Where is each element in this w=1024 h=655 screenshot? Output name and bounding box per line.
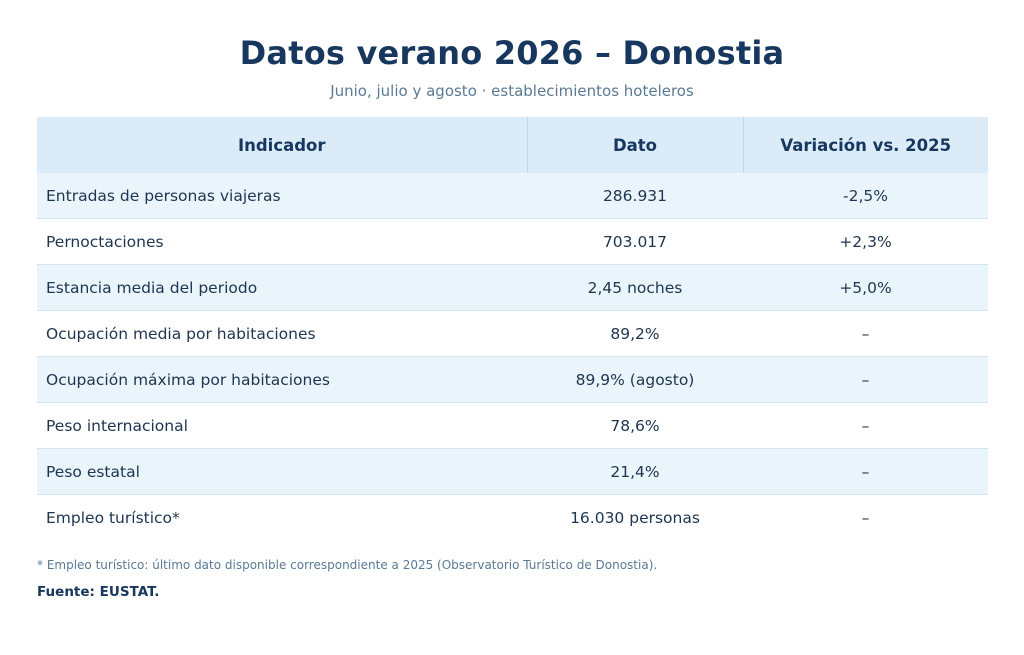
indicator-cell: Estancia media del periodo	[37, 264, 527, 311]
variation-cell: –	[743, 448, 988, 495]
indicator-cell: Peso estatal	[37, 448, 527, 495]
variation-cell: +5,0%	[743, 264, 988, 311]
page-subtitle: Junio, julio y agosto · establecimientos…	[330, 82, 694, 100]
table-row: Ocupación máxima por habitaciones 89,9% …	[37, 356, 988, 403]
indicator-cell: Peso internacional	[37, 402, 527, 449]
table-row: Empleo turístico* 16.030 personas –	[37, 494, 988, 540]
table-row: Entradas de personas viajeras 286.931 -2…	[37, 173, 988, 219]
indicator-cell: Entradas de personas viajeras	[37, 173, 527, 219]
value-cell: 89,9% (agosto)	[527, 356, 743, 403]
table-row: Peso estatal 21,4% –	[37, 448, 988, 495]
value-cell: 16.030 personas	[527, 494, 743, 540]
variation-cell: –	[743, 356, 988, 403]
footnote: * Empleo turístico: último dato disponib…	[37, 558, 658, 572]
variation-cell: –	[743, 402, 988, 449]
indicator-cell: Empleo turístico*	[37, 494, 527, 540]
value-cell: 286.931	[527, 173, 743, 219]
indicator-cell: Ocupación media por habitaciones	[37, 310, 527, 357]
source-note: Fuente: EUSTAT.	[37, 584, 160, 600]
table-row: Estancia media del periodo 2,45 noches +…	[37, 264, 988, 311]
table-body: Entradas de personas viajeras 286.931 -2…	[37, 173, 988, 540]
table-header-row: Indicador Dato Variación vs. 2025	[37, 117, 988, 173]
value-cell: 21,4%	[527, 448, 743, 495]
indicator-cell: Ocupación máxima por habitaciones	[37, 356, 527, 403]
table-header: Indicador Dato Variación vs. 2025	[37, 117, 988, 173]
value-cell: 78,6%	[527, 402, 743, 449]
value-cell: 703.017	[527, 218, 743, 265]
value-cell: 2,45 noches	[527, 264, 743, 311]
page-title: Datos verano 2026 – Donostia	[239, 34, 785, 72]
table-row: Peso internacional 78,6% –	[37, 402, 988, 449]
variation-cell: –	[743, 494, 988, 540]
variation-cell: +2,3%	[743, 218, 988, 265]
variation-cell: -2,5%	[743, 173, 988, 219]
data-table: Indicador Dato Variación vs. 2025 Entrad…	[37, 117, 988, 540]
value-cell: 89,2%	[527, 310, 743, 357]
variation-cell: –	[743, 310, 988, 357]
table-row: Pernoctaciones 703.017 +2,3%	[37, 218, 988, 265]
column-header-value: Dato	[526, 117, 743, 173]
column-header-indicator: Indicador	[37, 117, 527, 173]
column-header-variation: Variación vs. 2025	[742, 117, 988, 173]
table-row: Ocupación media por habitaciones 89,2% –	[37, 310, 988, 357]
indicator-cell: Pernoctaciones	[37, 218, 527, 265]
